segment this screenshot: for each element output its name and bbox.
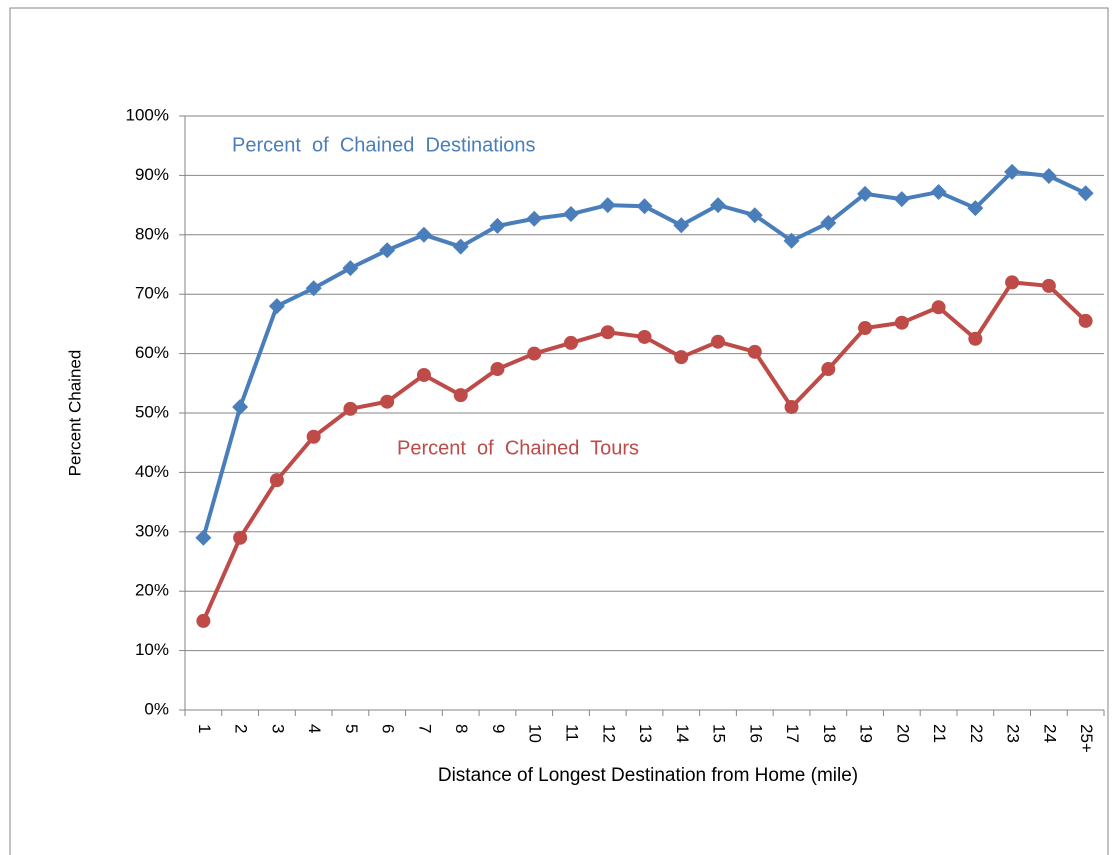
marker [415, 226, 432, 243]
x-axis-title: Distance of Longest Destination from Hom… [438, 765, 858, 786]
x-tick-label: 22 [967, 724, 986, 743]
marker [968, 331, 983, 346]
marker [930, 184, 947, 201]
marker [857, 185, 874, 202]
marker [526, 210, 543, 227]
chart-border [9, 7, 1109, 855]
marker [196, 613, 211, 628]
x-tick-label: 24 [1040, 724, 1059, 743]
y-tick-label: 40% [135, 462, 169, 481]
y-tick-label: 60% [135, 343, 169, 362]
marker [673, 217, 690, 234]
x-tick-label: 7 [415, 724, 434, 733]
marker [893, 191, 910, 208]
y-tick-label: 50% [135, 402, 169, 421]
marker [1005, 275, 1020, 290]
x-tick-label: 18 [820, 724, 839, 743]
marker [1004, 163, 1021, 180]
marker [305, 280, 322, 297]
marker [858, 321, 873, 336]
marker [636, 198, 653, 215]
marker [1040, 167, 1057, 184]
marker [563, 335, 578, 350]
x-tick-label: 1 [195, 724, 214, 733]
x-tick-label: 11 [562, 724, 581, 742]
y-tick-label: 80% [135, 224, 169, 243]
x-tick-label: 5 [342, 724, 361, 733]
marker [379, 242, 396, 259]
marker [416, 367, 431, 382]
x-tick-label: 23 [1004, 724, 1023, 743]
series-label: Percent of Chained Tours [397, 437, 639, 459]
marker [343, 401, 358, 416]
y-tick-label: 100% [126, 105, 169, 124]
marker [490, 362, 505, 377]
marker [820, 214, 837, 231]
marker [967, 200, 984, 217]
x-tick-label: 16 [746, 724, 765, 743]
marker [784, 400, 799, 415]
marker [894, 315, 909, 330]
y-tick-label: 90% [135, 165, 169, 184]
marker [380, 394, 395, 409]
y-tick-label: 30% [135, 521, 169, 540]
x-tick-label: 19 [857, 724, 876, 743]
marker [232, 399, 249, 416]
x-tick-label: 17 [783, 724, 802, 743]
marker [600, 325, 615, 340]
x-tick-label: 15 [710, 724, 729, 743]
x-tick-label: 12 [599, 724, 618, 743]
marker [711, 334, 726, 349]
marker [452, 238, 469, 255]
x-tick-label: 4 [305, 724, 324, 733]
x-tick-label: 20 [893, 724, 912, 743]
marker [453, 388, 468, 403]
y-tick-label: 70% [135, 284, 169, 303]
marker [1077, 185, 1094, 202]
marker [746, 207, 763, 224]
x-tick-label: 13 [636, 724, 655, 743]
x-tick-label: 2 [232, 724, 251, 733]
marker [637, 329, 652, 344]
x-tick-label: 3 [268, 724, 287, 733]
marker [233, 530, 248, 545]
marker [710, 197, 727, 214]
marker [562, 206, 579, 223]
marker [931, 300, 946, 315]
x-tick-label: 25+ [1077, 724, 1096, 753]
y-tick-label: 10% [135, 640, 169, 659]
marker [674, 350, 689, 365]
y-tick-label: 0% [144, 699, 169, 718]
x-tick-label: 10 [526, 724, 545, 743]
marker [489, 217, 506, 234]
marker [268, 298, 285, 315]
marker [599, 197, 616, 214]
x-tick-label: 9 [489, 724, 508, 733]
y-tick-label: 20% [135, 581, 169, 600]
marker [747, 344, 762, 359]
x-tick-label: 6 [379, 724, 398, 733]
marker [195, 529, 212, 546]
y-axis-title: Percent Chained [65, 350, 84, 477]
marker [783, 232, 800, 249]
x-tick-label: 8 [452, 724, 471, 733]
marker [1078, 313, 1093, 328]
marker [342, 260, 359, 277]
marker [527, 346, 542, 361]
marker [1041, 278, 1056, 293]
marker [821, 362, 836, 377]
x-tick-label: 14 [673, 724, 692, 743]
marker [306, 429, 321, 444]
series-label: Percent of Chained Destinations [232, 134, 536, 156]
x-tick-label: 21 [930, 724, 949, 743]
marker [269, 473, 284, 488]
